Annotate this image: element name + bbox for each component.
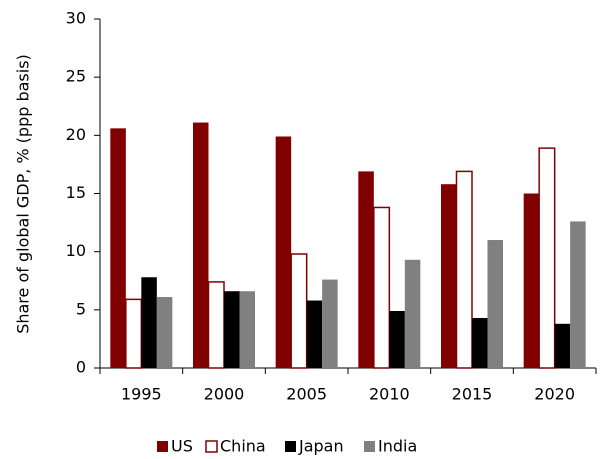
- bar: [358, 171, 374, 368]
- legend-label: Japan: [298, 437, 344, 456]
- bar: [125, 298, 143, 369]
- y-tick-label: 25: [66, 67, 86, 86]
- bar: [193, 122, 209, 368]
- bar: [538, 147, 556, 369]
- bar: [239, 291, 255, 368]
- bar: [554, 323, 571, 368]
- y-tick-label: 10: [66, 241, 86, 260]
- y-tick-label: 20: [66, 125, 86, 144]
- bar: [207, 281, 225, 369]
- bar: [110, 128, 126, 368]
- bar: [373, 206, 391, 369]
- y-tick-label: 5: [76, 299, 86, 318]
- x-tick-label: 1995: [121, 385, 162, 404]
- legend-swatch: [285, 441, 296, 452]
- bar: [322, 279, 338, 368]
- y-tick-label: 15: [66, 183, 86, 202]
- x-tick-label: 2005: [286, 385, 327, 404]
- x-tick-label: 2015: [452, 385, 493, 404]
- bar: [404, 259, 421, 368]
- bar: [275, 136, 292, 368]
- legend-swatch: [157, 441, 168, 452]
- x-tick-label: 2010: [369, 385, 410, 404]
- legend-label: India: [378, 437, 417, 456]
- y-axis-label: Share of global GDP, % (ppp basis): [14, 54, 33, 334]
- bar: [523, 193, 540, 368]
- bar: [141, 277, 157, 368]
- bar: [441, 184, 457, 368]
- bar: [472, 317, 488, 368]
- x-tick-label: 2000: [204, 385, 245, 404]
- bar: [455, 170, 473, 369]
- y-tick-label: 0: [76, 358, 86, 377]
- bar: [570, 221, 586, 368]
- legend-swatch: [364, 441, 375, 452]
- y-tick-label: 30: [66, 9, 86, 28]
- bar: [224, 291, 240, 368]
- bar: [290, 253, 308, 369]
- bar: [306, 300, 323, 368]
- legend-swatch: [205, 440, 218, 453]
- legend-label: US: [171, 437, 193, 456]
- bar: [389, 310, 405, 368]
- x-tick-label: 2020: [534, 385, 575, 404]
- bar: [156, 297, 173, 368]
- legend-label: China: [220, 437, 266, 456]
- bar: [487, 240, 503, 368]
